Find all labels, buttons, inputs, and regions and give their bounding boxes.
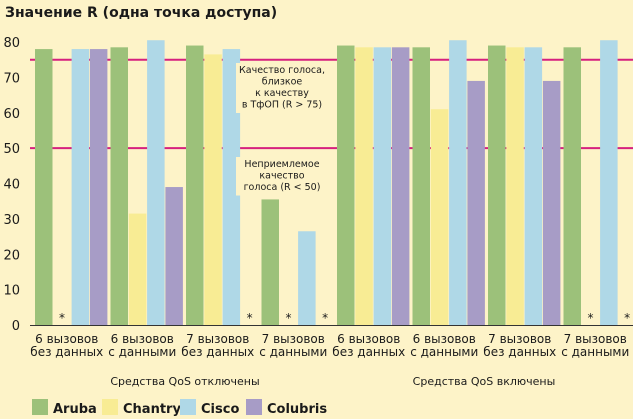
missing-value-marker: * bbox=[588, 311, 594, 325]
missing-value-marker: * bbox=[286, 311, 292, 325]
bar-chantry bbox=[430, 109, 449, 326]
missing-value-marker: * bbox=[624, 311, 630, 325]
y-tick-label: 80 bbox=[3, 36, 20, 51]
legend-item-colubris: Colubris bbox=[246, 399, 327, 417]
category-label: с данными bbox=[410, 345, 478, 359]
category-label: с данными bbox=[259, 345, 327, 359]
legend-swatch bbox=[102, 399, 118, 415]
bar-cisco bbox=[373, 47, 392, 326]
missing-value-marker: * bbox=[59, 311, 65, 325]
bar-aruba bbox=[563, 47, 581, 326]
annotation-line: Неприемлемое bbox=[244, 159, 319, 170]
annotation-line: качество bbox=[259, 171, 304, 182]
legend-label: Aruba bbox=[53, 402, 97, 417]
legend-item-chantry: Chantry bbox=[102, 399, 181, 417]
annotation-line: Качество голоса, bbox=[239, 65, 325, 76]
legend-label: Colubris bbox=[267, 402, 327, 417]
legend-swatch bbox=[180, 399, 196, 415]
category-label: без данных bbox=[332, 345, 405, 359]
annotation-background bbox=[236, 63, 328, 113]
y-tick-label: 10 bbox=[3, 284, 20, 299]
category-label: 7 вызовов bbox=[186, 332, 249, 346]
bar-chantry bbox=[506, 47, 524, 326]
bar-cisco bbox=[147, 40, 165, 325]
legend-swatch bbox=[32, 399, 48, 415]
bar-aruba bbox=[110, 47, 128, 326]
bar-cisco bbox=[298, 231, 316, 325]
bar-aruba bbox=[261, 199, 279, 325]
bar-chantry bbox=[355, 47, 373, 326]
group-label: Средства QoS отключены bbox=[110, 375, 259, 388]
annotation-line: близкое bbox=[262, 77, 303, 88]
bar-cisco bbox=[449, 40, 467, 325]
bar-colubris bbox=[89, 49, 108, 325]
bar-chantry bbox=[128, 213, 147, 325]
category-label: с данными bbox=[561, 345, 629, 359]
legend-swatch bbox=[246, 399, 262, 415]
annotation-line: голоса (R < 50) bbox=[244, 182, 321, 193]
bar-aruba bbox=[412, 47, 430, 326]
bar-aruba bbox=[337, 45, 355, 325]
missing-value-marker: * bbox=[247, 311, 253, 325]
bar-colubris bbox=[165, 187, 183, 325]
category-label: 7 вызовов bbox=[262, 332, 325, 346]
bar-cisco bbox=[222, 49, 241, 325]
legend-item-cisco: Cisco bbox=[180, 399, 239, 417]
y-tick-label: 70 bbox=[3, 71, 20, 86]
bar-colubris bbox=[467, 80, 485, 325]
category-label: без данных bbox=[30, 345, 103, 359]
y-tick-label: 0 bbox=[12, 319, 20, 334]
bar-aruba bbox=[488, 45, 506, 325]
category-label: без данных bbox=[181, 345, 254, 359]
y-tick-label: 40 bbox=[3, 178, 20, 193]
bar-cisco bbox=[600, 40, 618, 325]
category-label: 6 вызовов bbox=[337, 332, 400, 346]
y-tick-label: 60 bbox=[3, 107, 20, 122]
chart-title: Значение R (одна точка доступа) bbox=[5, 5, 277, 21]
category-label: с данными bbox=[108, 345, 176, 359]
bar-chantry bbox=[204, 54, 222, 325]
y-tick-label: 30 bbox=[3, 213, 20, 228]
category-label: 6 вызовов bbox=[111, 332, 174, 346]
annotation-background bbox=[236, 157, 328, 196]
category-label: 6 вызовов bbox=[35, 332, 98, 346]
legend-label: Cisco bbox=[201, 402, 239, 417]
bar-aruba bbox=[35, 49, 53, 325]
category-label: 7 вызовов bbox=[564, 332, 627, 346]
bar-cisco bbox=[71, 49, 90, 325]
annotation-line: к качеству bbox=[255, 88, 309, 99]
y-tick-label: 50 bbox=[3, 142, 20, 157]
category-label: без данных bbox=[483, 345, 556, 359]
group-label: Средства QoS включены bbox=[413, 375, 556, 388]
y-tick-label: 20 bbox=[3, 248, 20, 263]
legend-label: Chantry bbox=[123, 402, 181, 417]
missing-value-marker: * bbox=[322, 311, 328, 325]
category-label: 7 вызовов bbox=[488, 332, 551, 346]
bar-colubris bbox=[391, 47, 410, 326]
bar-cisco bbox=[524, 47, 543, 326]
annotation-line: в ТфОП (R > 75) bbox=[242, 100, 322, 111]
bar-colubris bbox=[542, 80, 561, 325]
bar-aruba bbox=[186, 45, 204, 325]
legend-item-aruba: Aruba bbox=[32, 399, 97, 417]
category-label: 6 вызовов bbox=[413, 332, 476, 346]
